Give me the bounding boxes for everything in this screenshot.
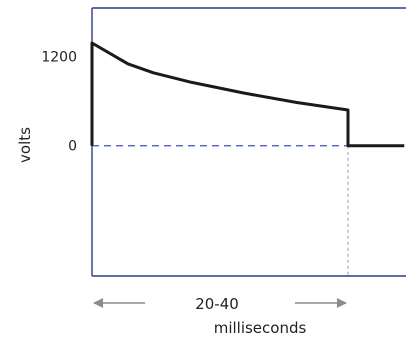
- axes: [91, 7, 406, 277]
- y-tick-labels: 1200 0: [41, 49, 77, 154]
- y-axis-label: volts: [16, 127, 34, 163]
- y-tick-label: 1200: [41, 49, 77, 65]
- y-tick-label: 0: [68, 139, 77, 155]
- duration-label: 20-40: [195, 295, 239, 313]
- signal-series-line: [90, 41, 405, 148]
- x-axis-label: milliseconds: [214, 319, 307, 337]
